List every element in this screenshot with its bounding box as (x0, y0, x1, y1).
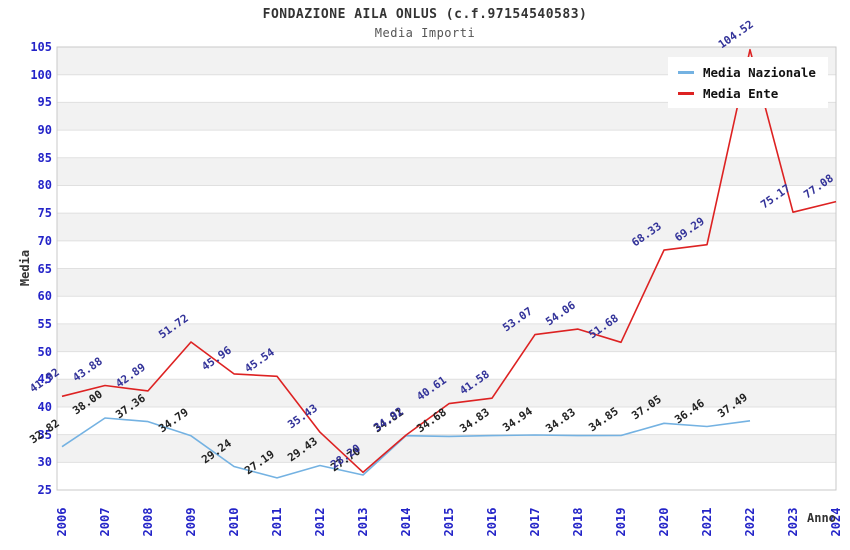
x-tick-label: 2011 (270, 507, 284, 537)
x-tick-label: 2016 (485, 507, 499, 537)
legend-item-media-ente: Media Ente (678, 83, 828, 104)
x-axis-title: Anno (807, 511, 836, 525)
x-tick-label: 2014 (399, 507, 413, 537)
y-tick-label: 70 (37, 233, 52, 248)
x-tick-label: 2018 (571, 507, 585, 537)
y-tick-label: 55 (37, 316, 52, 331)
plot-band (57, 185, 836, 214)
y-tick-label: 60 (37, 289, 52, 304)
y-tick-label: 105 (30, 40, 52, 54)
chart-title: FONDAZIONE AILA ONLUS (c.f.97154540583) (262, 7, 588, 22)
plot-band (57, 213, 836, 241)
plot-band (57, 434, 836, 463)
plot-band (57, 296, 836, 324)
x-tick-label: 2019 (614, 507, 628, 537)
plot-band (57, 268, 836, 297)
x-tick-label: 2008 (141, 507, 155, 537)
series-line-media-ente (61, 48, 837, 474)
plot-band (57, 406, 836, 435)
plot-band (57, 351, 836, 380)
y-tick-label: 75 (37, 206, 52, 221)
legend-item-media-nazionale: Media Nazionale (678, 62, 828, 83)
y-tick-label: 45 (37, 372, 52, 387)
media-ente-line-swatch-icon (678, 92, 694, 95)
plot-border (56, 46, 837, 491)
y-tick-label: 40 (37, 399, 52, 414)
legend-label: Media Nazionale (703, 65, 816, 80)
x-tick-label: 2015 (442, 507, 456, 537)
legend: Media Nazionale Media Ente (668, 57, 828, 108)
x-tick-label: 2006 (55, 507, 69, 537)
plot-band (57, 157, 836, 186)
y-tick-label: 30 (37, 455, 52, 470)
x-tick-label: 2009 (184, 507, 198, 537)
x-tick-label: 2021 (700, 507, 714, 537)
x-tick-label: 2007 (98, 507, 112, 537)
x-tick-label: 2022 (743, 507, 757, 537)
chart-subtitle: Media Importi (374, 26, 476, 40)
x-tick-label: 2013 (356, 507, 370, 537)
y-tick-label: 65 (37, 261, 52, 276)
y-tick-label: 90 (37, 123, 52, 138)
x-tick-label: 2017 (528, 507, 542, 537)
legend-label: Media Ente (703, 86, 779, 101)
x-tick-label: 2010 (227, 507, 241, 537)
y-tick-label: 80 (37, 178, 52, 193)
y-tick-label: 50 (37, 344, 52, 359)
y-tick-label: 25 (37, 483, 52, 497)
y-tick-label: 100 (30, 67, 52, 82)
plot-band (57, 130, 836, 158)
y-tick-label: 85 (37, 150, 52, 165)
plot-band (57, 240, 836, 269)
y-tick-label: 35 (37, 427, 52, 442)
x-tick-label: 2012 (313, 507, 327, 537)
media-nazionale-line-swatch-icon (678, 71, 694, 74)
plot-band (57, 379, 836, 407)
x-tick-label: 2020 (657, 507, 671, 537)
plot-band (57, 462, 836, 490)
x-tick-label: 2023 (786, 507, 800, 537)
y-tick-label: 95 (37, 95, 52, 110)
